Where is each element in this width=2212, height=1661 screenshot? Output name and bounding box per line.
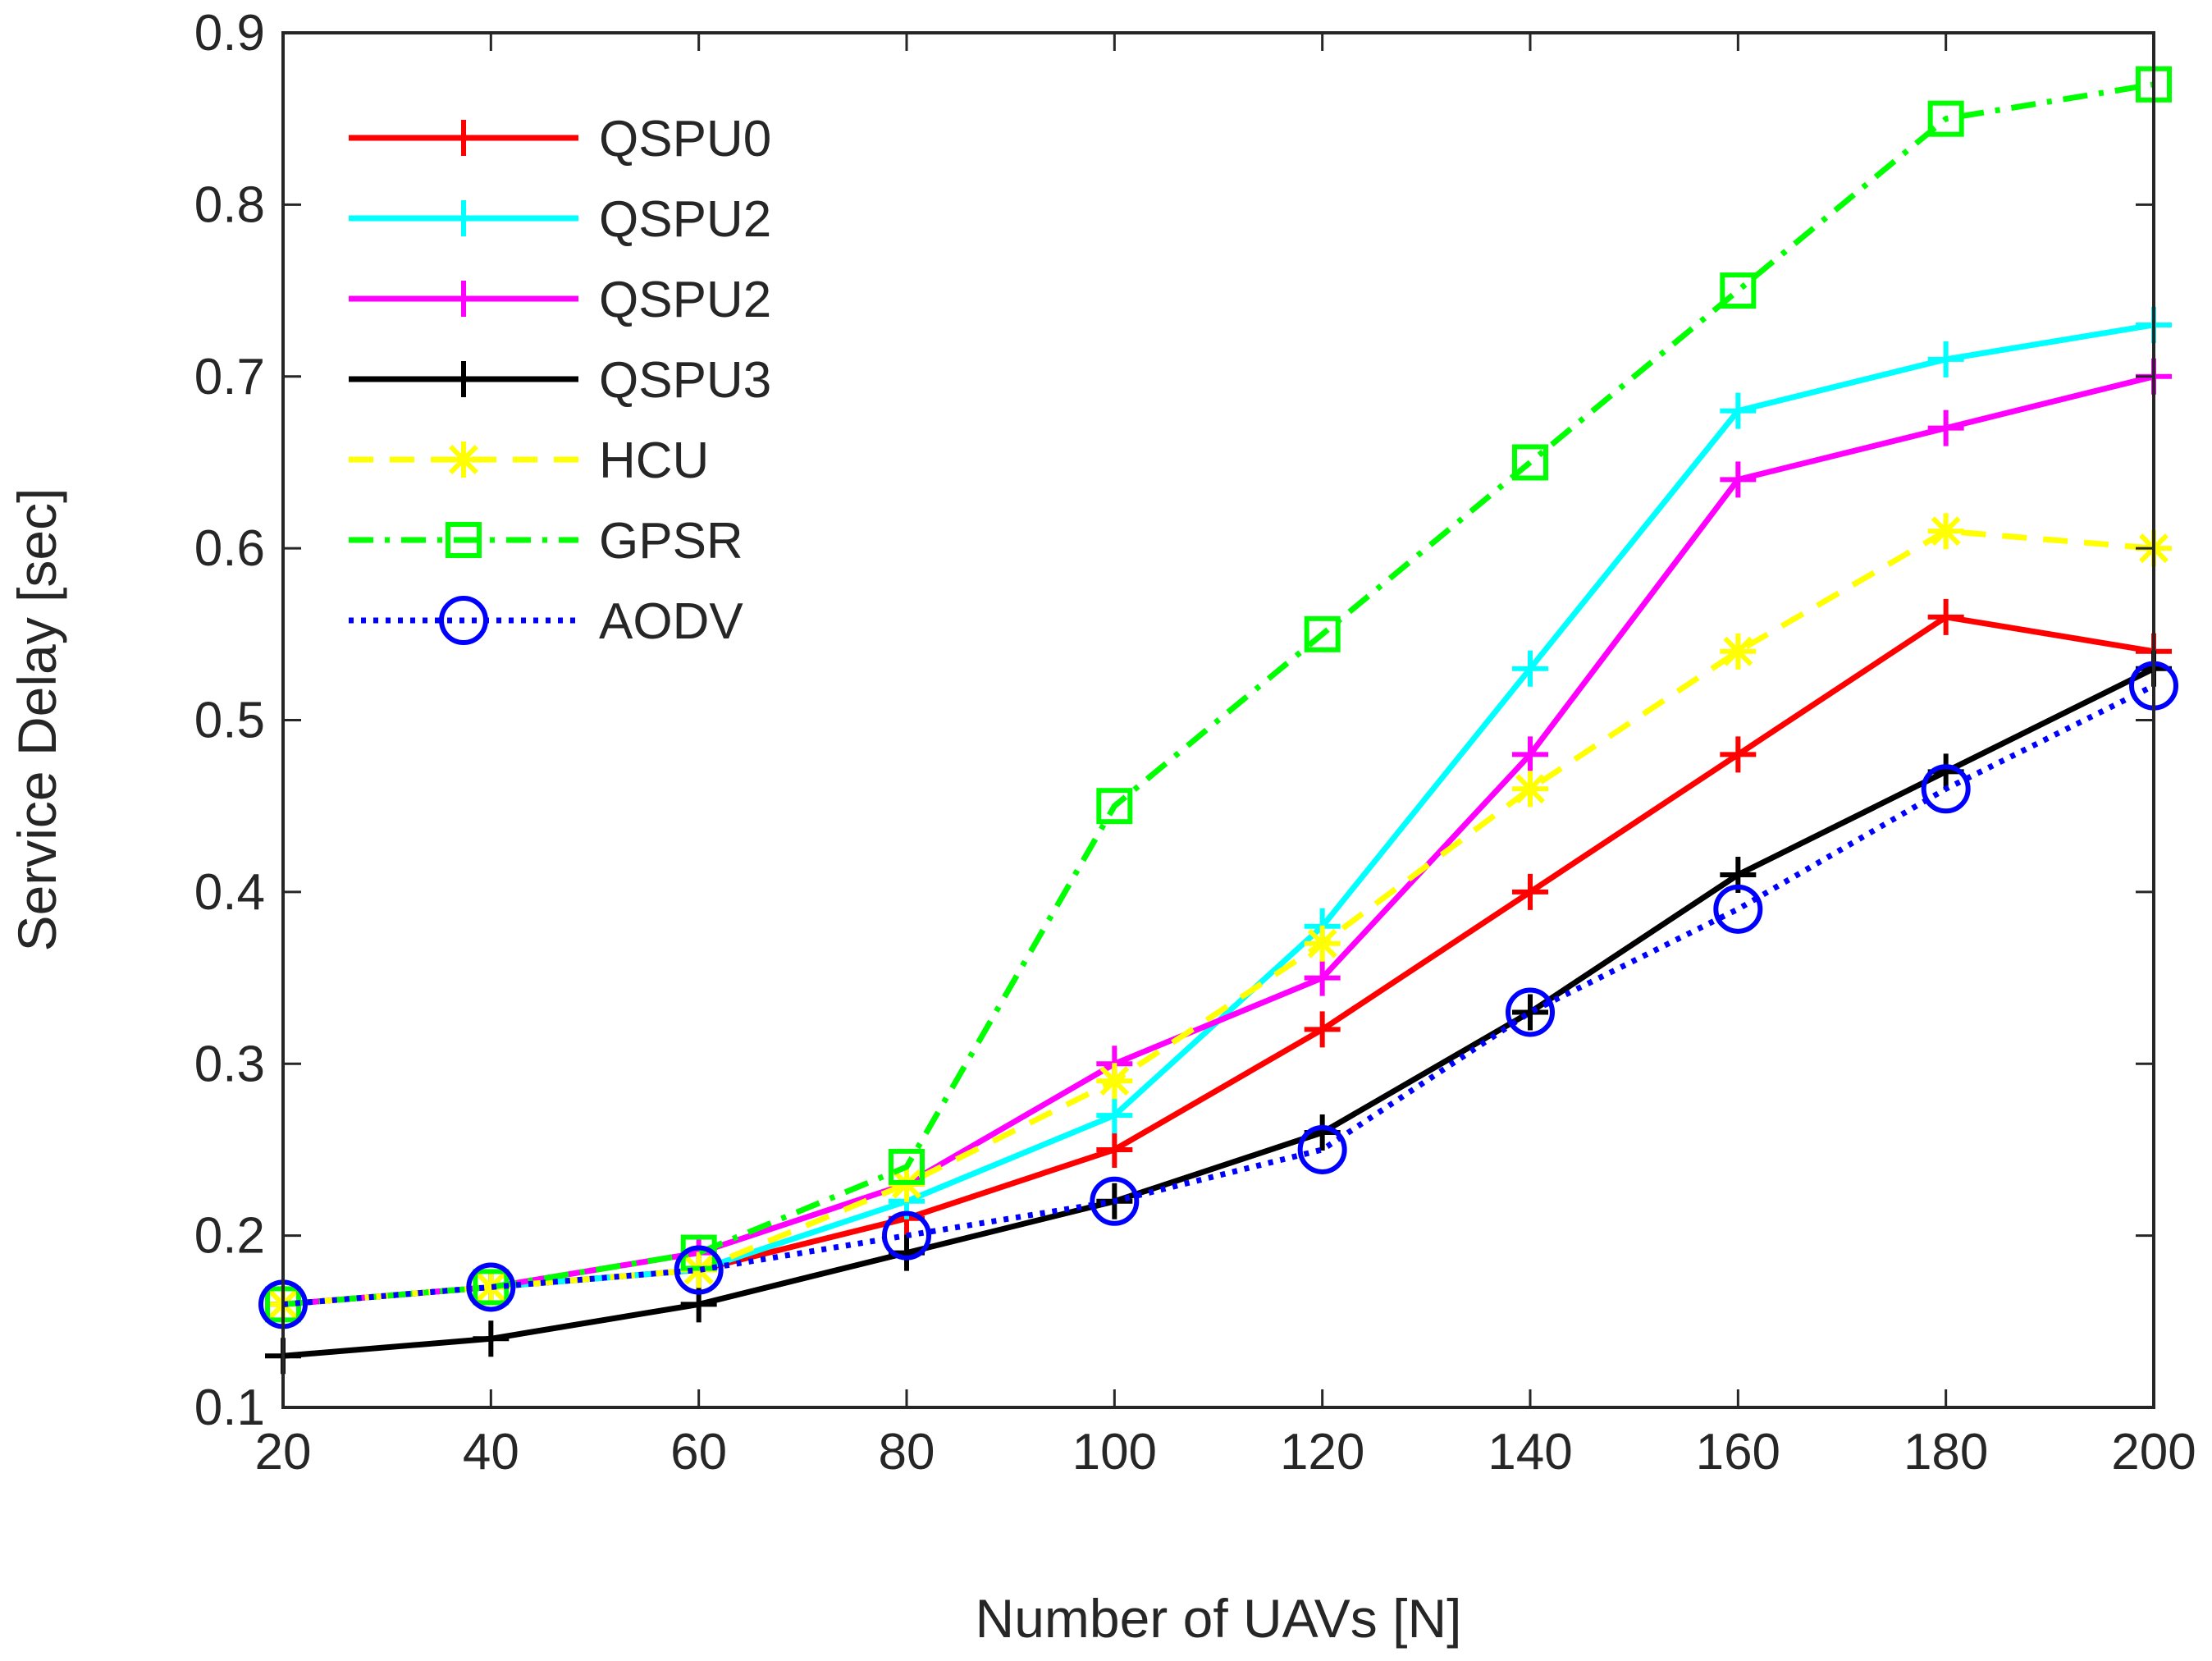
data-point bbox=[889, 1148, 925, 1185]
legend-label: HCU bbox=[599, 432, 709, 489]
data-point bbox=[1096, 788, 1133, 825]
legend: QSPU0 QSPU2 QSPU2 QSPU3 HCU GPSR AODV bbox=[349, 111, 771, 650]
data-point bbox=[1713, 884, 1763, 934]
data-point bbox=[1512, 650, 1548, 687]
series-aodv-6 bbox=[258, 661, 2178, 1329]
x-tick-label: 120 bbox=[1280, 1424, 1364, 1480]
data-point bbox=[473, 1320, 510, 1357]
data-point bbox=[1096, 1063, 1133, 1100]
legend-marker bbox=[446, 281, 482, 317]
data-point bbox=[1927, 100, 1964, 137]
data-point bbox=[1304, 1011, 1341, 1048]
data-point bbox=[466, 1262, 516, 1312]
legend-entry: QSPU0 bbox=[349, 111, 771, 167]
data-point bbox=[1512, 444, 1548, 481]
y-tick-label: 0.4 bbox=[194, 864, 265, 921]
axis-ticks: 20 40 60 80 100 120 140 160 180 200 0.1 0.2 0.3 0.4 0.… bbox=[194, 5, 2196, 1480]
y-tick-label: 0.1 bbox=[194, 1380, 265, 1436]
y-axis-label: Service Delay [sec] bbox=[7, 488, 67, 952]
data-point bbox=[1096, 1131, 1133, 1168]
legend-entry: QSPU2 bbox=[349, 272, 771, 328]
x-tick-label: 180 bbox=[1904, 1424, 1988, 1480]
data-point bbox=[1720, 272, 1757, 309]
data-point bbox=[1512, 873, 1548, 910]
data-point bbox=[1304, 959, 1341, 996]
legend-marker bbox=[439, 596, 488, 645]
x-tick-label: 160 bbox=[1696, 1424, 1780, 1480]
legend-marker bbox=[446, 200, 482, 236]
x-tick-label: 100 bbox=[1072, 1424, 1157, 1480]
y-tick-label: 0.9 bbox=[194, 5, 265, 62]
data-point bbox=[1720, 633, 1757, 670]
x-tick-label: 60 bbox=[670, 1424, 727, 1480]
legend-label: QSPU2 bbox=[599, 191, 771, 248]
data-point bbox=[1090, 1176, 1140, 1226]
data-point bbox=[1512, 736, 1548, 773]
series-line bbox=[282, 666, 2155, 1359]
legend-marker bbox=[446, 361, 482, 397]
x-tick-label: 80 bbox=[879, 1424, 935, 1480]
data-point bbox=[1927, 341, 1964, 378]
series-line bbox=[282, 528, 2155, 1307]
data-point bbox=[1512, 994, 1548, 1031]
data-point bbox=[1927, 513, 1964, 550]
data-point bbox=[1304, 925, 1341, 962]
legend-entry: GPSR bbox=[349, 513, 743, 570]
data-point bbox=[1927, 410, 1964, 446]
x-axis-label: Number of UAVs [N] bbox=[976, 1588, 1462, 1649]
data-point bbox=[674, 1245, 724, 1295]
x-tick-label: 140 bbox=[1488, 1424, 1572, 1480]
legend-entry: QSPU3 bbox=[349, 352, 771, 409]
legend-entry: AODV bbox=[349, 593, 743, 650]
y-tick-label: 0.6 bbox=[194, 520, 265, 577]
legend-entry: HCU bbox=[349, 432, 709, 489]
data-point bbox=[1512, 771, 1548, 808]
legend-label: AODV bbox=[599, 593, 743, 650]
series-line bbox=[282, 373, 2155, 1307]
data-point bbox=[1720, 392, 1757, 429]
data-point bbox=[1927, 598, 1964, 635]
series-line bbox=[282, 81, 2155, 1307]
legend-label: QSPU2 bbox=[599, 272, 771, 328]
data-point bbox=[1304, 615, 1341, 652]
data-point bbox=[1506, 987, 1555, 1037]
legend-marker bbox=[446, 442, 482, 478]
y-tick-label: 0.3 bbox=[194, 1036, 265, 1092]
legend-marker bbox=[446, 522, 482, 558]
data-point bbox=[1720, 461, 1757, 498]
data-point bbox=[1096, 1097, 1133, 1134]
x-tick-label: 200 bbox=[2111, 1424, 2196, 1480]
y-tick-label: 0.8 bbox=[194, 176, 265, 233]
legend-label: QSPU0 bbox=[599, 111, 771, 167]
y-tick-label: 0.7 bbox=[194, 349, 265, 405]
data-point bbox=[1297, 1124, 1347, 1174]
legend-label: GPSR bbox=[599, 513, 743, 570]
data-point bbox=[1720, 736, 1757, 773]
legend-marker bbox=[446, 120, 482, 156]
series-line bbox=[282, 683, 2155, 1307]
y-tick-label: 0.2 bbox=[194, 1208, 265, 1265]
legend-label: QSPU3 bbox=[599, 352, 771, 409]
data-point bbox=[1921, 764, 1971, 814]
legend-entry: QSPU2 bbox=[349, 191, 771, 248]
data-point bbox=[882, 1210, 931, 1261]
y-tick-label: 0.5 bbox=[194, 693, 265, 749]
x-tick-label: 40 bbox=[463, 1424, 519, 1480]
x-tick-label: 20 bbox=[255, 1424, 312, 1480]
